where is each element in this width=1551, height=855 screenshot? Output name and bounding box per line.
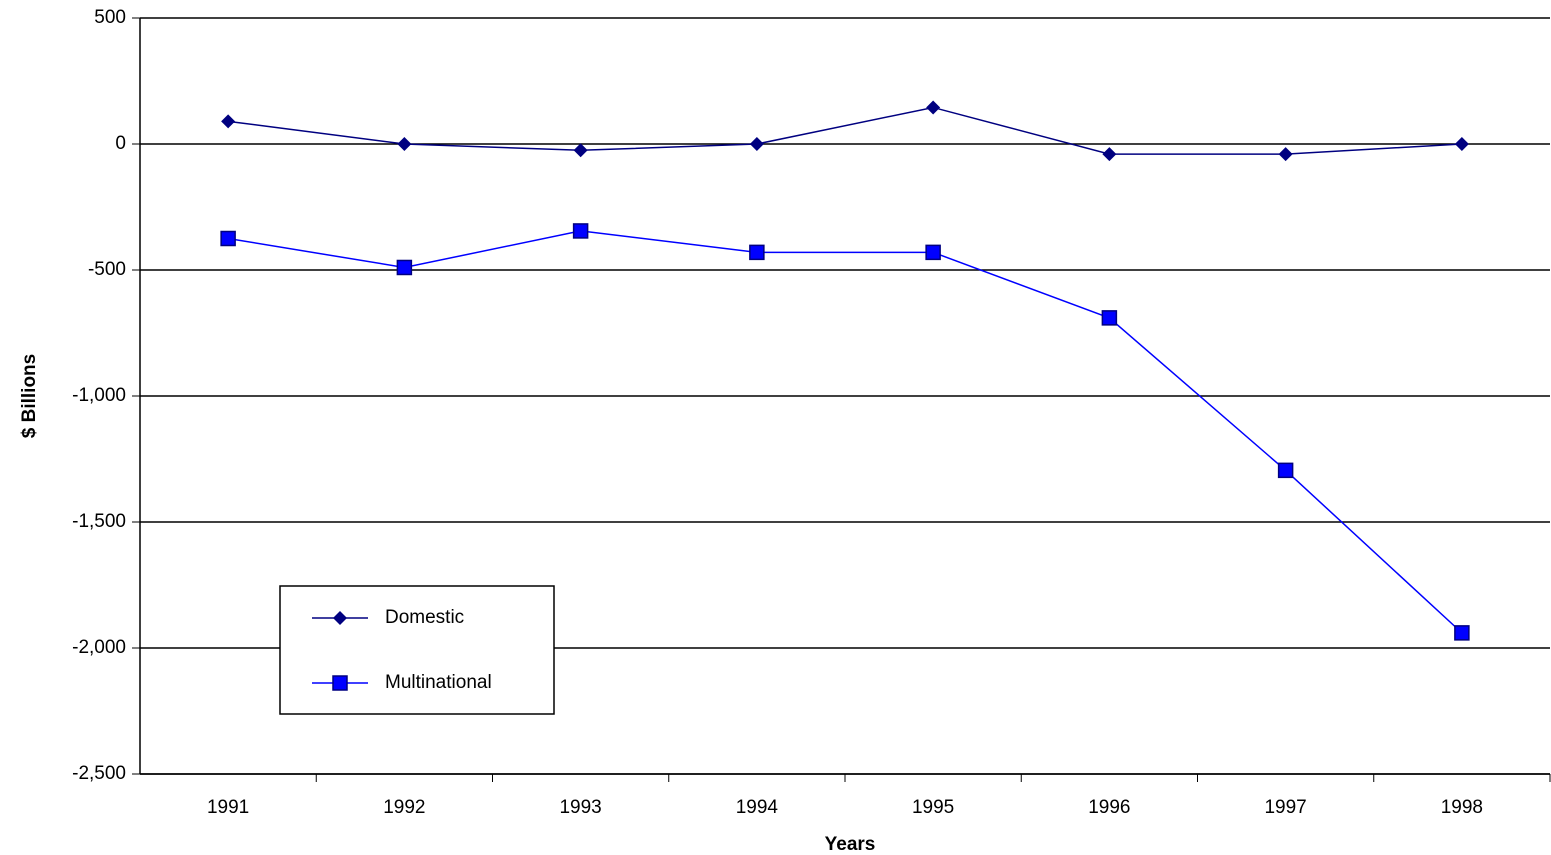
x-tick-label: 1993 bbox=[559, 797, 601, 818]
marker bbox=[333, 611, 347, 625]
y-axis-title: $ Billions bbox=[19, 354, 40, 438]
marker bbox=[572, 223, 589, 239]
x-tick-label: 1997 bbox=[1264, 797, 1306, 818]
series-line bbox=[228, 106, 1462, 155]
x-tick-label: 1998 bbox=[1441, 797, 1483, 818]
x-tick-label: 1991 bbox=[207, 797, 249, 818]
marker bbox=[749, 137, 764, 151]
marker bbox=[749, 244, 765, 261]
x-tick-label: 1994 bbox=[736, 797, 779, 818]
marker bbox=[926, 100, 941, 115]
x-tick-label: 1996 bbox=[1088, 797, 1130, 818]
marker bbox=[1101, 310, 1118, 326]
marker bbox=[332, 675, 348, 691]
marker bbox=[220, 230, 236, 247]
y-tick-label: 0 bbox=[115, 133, 126, 154]
legend-label: Domestic bbox=[385, 607, 464, 628]
marker bbox=[396, 259, 413, 276]
y-tick-label: 500 bbox=[94, 7, 126, 28]
y-tick-label: -500 bbox=[88, 259, 126, 280]
x-tick-label: 1992 bbox=[383, 797, 425, 818]
marker bbox=[1102, 147, 1117, 162]
series-line bbox=[228, 230, 1463, 634]
x-tick-label: 1995 bbox=[912, 797, 954, 818]
y-tick-label: -2,500 bbox=[72, 763, 126, 784]
marker bbox=[1277, 462, 1294, 479]
legend-label: Multinational bbox=[385, 672, 492, 693]
y-tick-label: -1,000 bbox=[72, 385, 126, 406]
marker bbox=[397, 137, 412, 151]
marker bbox=[1454, 625, 1470, 641]
y-tick-label: -1,500 bbox=[72, 511, 126, 532]
marker bbox=[221, 114, 236, 129]
y-tick-label: -2,000 bbox=[72, 637, 126, 658]
marker bbox=[1278, 147, 1293, 162]
legend-box bbox=[279, 585, 555, 715]
marker bbox=[1454, 137, 1469, 151]
marker bbox=[573, 143, 588, 158]
x-axis-title: Years bbox=[825, 834, 876, 855]
marker bbox=[925, 244, 941, 261]
